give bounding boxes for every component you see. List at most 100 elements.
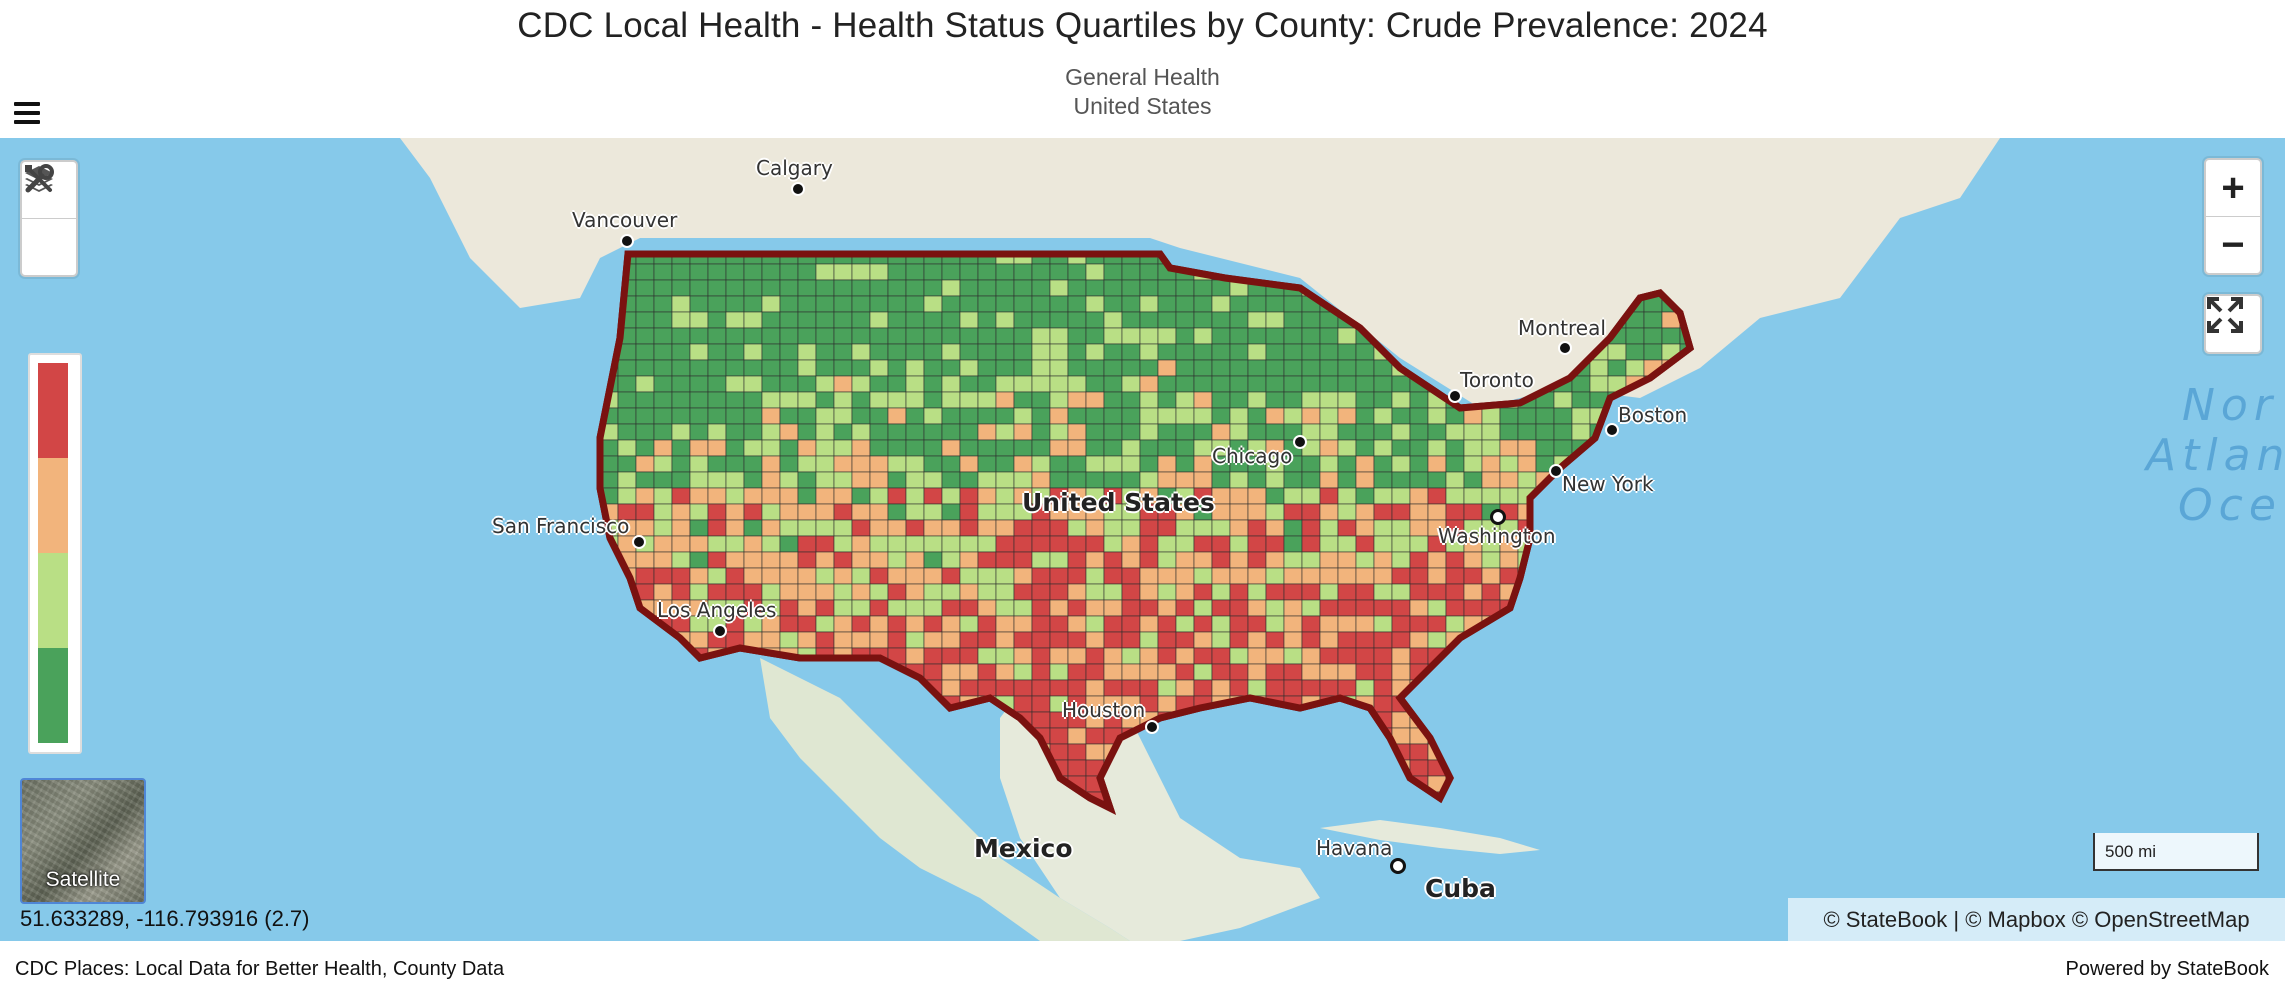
county-cell[interactable] — [1301, 535, 1321, 553]
county-cell[interactable] — [1607, 439, 1627, 457]
county-cell[interactable] — [797, 615, 817, 633]
county-cell[interactable] — [869, 263, 889, 281]
county-cell[interactable] — [1067, 375, 1087, 393]
county-cell[interactable] — [1499, 407, 1519, 425]
county-cell[interactable] — [617, 455, 637, 473]
county-cell[interactable] — [1301, 327, 1321, 345]
county-cell[interactable] — [671, 519, 691, 537]
county-cell[interactable] — [1211, 743, 1231, 761]
county-cell[interactable] — [1193, 807, 1213, 824]
zoom-out-button[interactable]: − — [2206, 216, 2260, 273]
county-cell[interactable] — [707, 279, 727, 297]
county-cell[interactable] — [689, 567, 709, 585]
county-cell[interactable] — [1445, 791, 1465, 808]
county-cell[interactable] — [1661, 679, 1681, 697]
county-cell[interactable] — [995, 327, 1015, 345]
county-cell[interactable] — [1211, 535, 1231, 553]
county-cell[interactable] — [1373, 679, 1393, 697]
county-cell[interactable] — [707, 439, 727, 457]
county-cell[interactable] — [1175, 647, 1195, 665]
county-cell[interactable] — [833, 631, 853, 649]
county-cell[interactable] — [1067, 663, 1087, 681]
county-cell[interactable] — [653, 295, 673, 313]
county-cell[interactable] — [1193, 727, 1213, 745]
county-cell[interactable] — [1409, 791, 1429, 808]
county-cell[interactable] — [941, 679, 961, 697]
county-cell[interactable] — [959, 391, 979, 409]
county-cell[interactable] — [1481, 487, 1501, 505]
county-cell[interactable] — [1427, 599, 1447, 617]
county-cell[interactable] — [1301, 727, 1321, 745]
county-cell[interactable] — [1427, 711, 1447, 729]
county-cell[interactable] — [1698, 424, 1716, 440]
county-cell[interactable] — [653, 519, 673, 537]
county-cell[interactable] — [995, 567, 1015, 585]
county-cell[interactable] — [941, 599, 961, 617]
county-cell[interactable] — [1049, 535, 1069, 553]
county-cell[interactable] — [851, 295, 871, 313]
county-cell[interactable] — [815, 583, 835, 601]
county-cell[interactable] — [905, 647, 925, 665]
county-cell[interactable] — [1013, 423, 1033, 441]
county-cell[interactable] — [1337, 759, 1357, 777]
county-cell[interactable] — [1553, 791, 1573, 808]
county-cell[interactable] — [1571, 535, 1591, 553]
county-cell[interactable] — [1698, 552, 1716, 568]
county-cell[interactable] — [959, 743, 979, 761]
county-cell[interactable] — [1175, 359, 1195, 377]
county-cell[interactable] — [1049, 663, 1069, 681]
county-cell[interactable] — [1373, 535, 1393, 553]
county-cell[interactable] — [1157, 631, 1177, 649]
county-cell[interactable] — [1661, 743, 1681, 761]
county-cell[interactable] — [707, 807, 727, 824]
county-cell[interactable] — [1265, 343, 1285, 361]
county-cell[interactable] — [635, 343, 655, 361]
county-cell[interactable] — [1085, 407, 1105, 425]
county-cell[interactable] — [1481, 695, 1501, 713]
county-cell[interactable] — [1463, 711, 1483, 729]
county-cell[interactable] — [1139, 311, 1159, 329]
county-cell[interactable] — [1643, 455, 1663, 473]
county-cell[interactable] — [1427, 551, 1447, 569]
county-cell[interactable] — [1247, 775, 1267, 793]
county-cell[interactable] — [1607, 791, 1627, 808]
county-cell[interactable] — [887, 295, 907, 313]
county-cell[interactable] — [995, 647, 1015, 665]
county-cell[interactable] — [1355, 599, 1375, 617]
county-cell[interactable] — [725, 727, 745, 745]
county-cell[interactable] — [1049, 519, 1069, 537]
county-cell[interactable] — [1337, 615, 1357, 633]
county-cell[interactable] — [1589, 695, 1609, 713]
county-cell[interactable] — [1391, 439, 1411, 457]
county-cell[interactable] — [923, 743, 943, 761]
county-cell[interactable] — [1355, 615, 1375, 633]
county-cell[interactable] — [1427, 503, 1447, 521]
county-cell[interactable] — [1085, 551, 1105, 569]
county-cell[interactable] — [1571, 391, 1591, 409]
county-cell[interactable] — [725, 503, 745, 521]
county-cell[interactable] — [1157, 583, 1177, 601]
county-cell[interactable] — [851, 679, 871, 697]
county-cell[interactable] — [1229, 311, 1249, 329]
county-cell[interactable] — [653, 759, 673, 777]
county-cell[interactable] — [959, 551, 979, 569]
county-cell[interactable] — [1625, 743, 1645, 761]
county-cell[interactable] — [1625, 647, 1645, 665]
county-cell[interactable] — [1698, 616, 1716, 632]
county-cell[interactable] — [977, 359, 997, 377]
county-cell[interactable] — [1157, 695, 1177, 713]
county-cell[interactable] — [833, 551, 853, 569]
county-cell[interactable] — [797, 327, 817, 345]
county-cell[interactable] — [617, 375, 637, 393]
county-cell[interactable] — [1049, 679, 1069, 697]
county-cell[interactable] — [707, 391, 727, 409]
county-cell[interactable] — [653, 679, 673, 697]
county-cell[interactable] — [1607, 359, 1627, 377]
county-cell[interactable] — [761, 327, 781, 345]
county-cell[interactable] — [743, 535, 763, 553]
county-cell[interactable] — [1067, 551, 1087, 569]
county-cell[interactable] — [1283, 535, 1303, 553]
county-cell[interactable] — [1103, 599, 1123, 617]
county-cell[interactable] — [1031, 263, 1051, 281]
county-cell[interactable] — [1698, 808, 1716, 824]
